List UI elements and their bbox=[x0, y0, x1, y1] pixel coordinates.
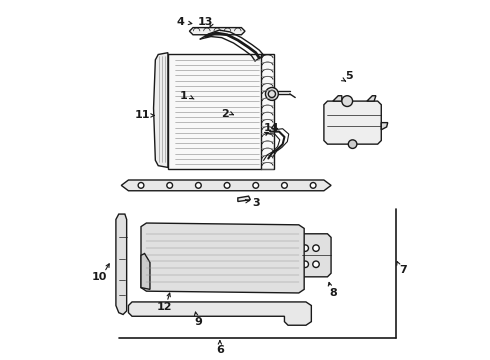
Polygon shape bbox=[333, 96, 342, 101]
Polygon shape bbox=[122, 180, 331, 191]
Text: 2: 2 bbox=[221, 109, 229, 119]
Polygon shape bbox=[128, 302, 311, 325]
Text: 7: 7 bbox=[399, 265, 407, 275]
Circle shape bbox=[313, 245, 319, 251]
Polygon shape bbox=[116, 214, 126, 315]
Text: 5: 5 bbox=[345, 71, 353, 81]
Polygon shape bbox=[141, 223, 304, 293]
Text: 12: 12 bbox=[157, 302, 172, 312]
Polygon shape bbox=[238, 196, 250, 202]
Polygon shape bbox=[367, 96, 376, 101]
Circle shape bbox=[342, 96, 353, 107]
Text: 9: 9 bbox=[195, 317, 202, 327]
Text: 6: 6 bbox=[216, 345, 224, 355]
Polygon shape bbox=[141, 253, 150, 289]
Polygon shape bbox=[168, 54, 274, 169]
Text: 4: 4 bbox=[176, 17, 184, 27]
Circle shape bbox=[313, 261, 319, 267]
Text: 14: 14 bbox=[264, 123, 280, 133]
Text: 1: 1 bbox=[180, 91, 188, 101]
Text: 3: 3 bbox=[252, 198, 260, 208]
Circle shape bbox=[253, 183, 259, 188]
Circle shape bbox=[266, 87, 278, 100]
Polygon shape bbox=[153, 53, 168, 167]
Text: 13: 13 bbox=[198, 17, 213, 27]
Circle shape bbox=[167, 183, 172, 188]
Circle shape bbox=[302, 245, 309, 251]
Polygon shape bbox=[299, 234, 331, 277]
Circle shape bbox=[348, 140, 357, 148]
Circle shape bbox=[302, 261, 309, 267]
Circle shape bbox=[196, 183, 201, 188]
Polygon shape bbox=[381, 123, 388, 130]
Circle shape bbox=[310, 183, 316, 188]
Text: 11: 11 bbox=[135, 111, 150, 121]
Text: 10: 10 bbox=[92, 272, 107, 282]
Circle shape bbox=[224, 183, 230, 188]
Polygon shape bbox=[324, 101, 381, 144]
Circle shape bbox=[138, 183, 144, 188]
Circle shape bbox=[282, 183, 287, 188]
Text: 8: 8 bbox=[329, 288, 337, 298]
Polygon shape bbox=[190, 28, 245, 35]
